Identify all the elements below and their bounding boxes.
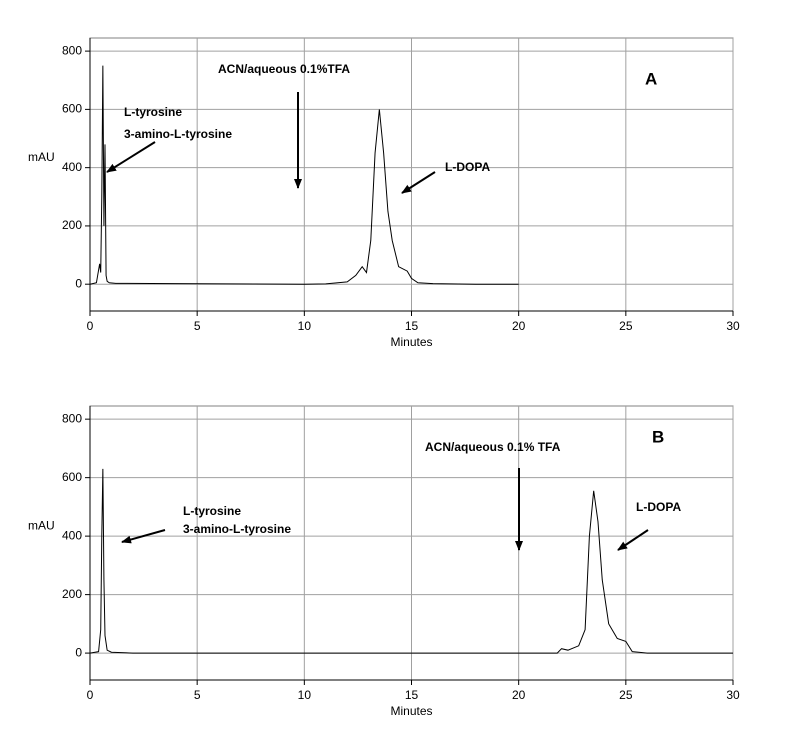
x-tick-label: 20 <box>512 319 526 333</box>
trace-line <box>89 468 733 654</box>
annotation: L-DOPA <box>636 500 681 514</box>
x-tick-label: 5 <box>194 688 201 702</box>
x-tick-label: 5 <box>194 319 201 333</box>
annotation: ACN/aqueous 0.1% TFA <box>425 440 561 454</box>
annotation: L-DOPA <box>445 160 490 174</box>
y-tick-label: 600 <box>62 470 82 484</box>
annotation: L-tyrosine <box>183 504 241 518</box>
x-tick-label: 25 <box>619 319 633 333</box>
annotation: 3-amino-L-tyrosine <box>183 522 291 536</box>
y-tick-label: 800 <box>62 411 82 425</box>
panel-label: B <box>652 427 664 446</box>
x-tick-label: 10 <box>298 688 312 702</box>
x-axis-label: Minutes <box>390 335 432 349</box>
x-tick-label: 0 <box>87 319 94 333</box>
y-tick-label: 400 <box>62 528 82 542</box>
x-tick-label: 30 <box>726 319 740 333</box>
y-tick-label: 0 <box>75 645 82 659</box>
y-axis-label: mAU <box>28 518 55 532</box>
annotation: 3-amino-L-tyrosine <box>124 127 232 141</box>
x-tick-label: 25 <box>619 688 633 702</box>
y-tick-label: 200 <box>62 218 82 232</box>
y-tick-label: 200 <box>62 587 82 601</box>
y-tick-label: 800 <box>62 43 82 57</box>
y-axis-label: mAU <box>28 150 55 164</box>
x-tick-label: 10 <box>298 319 312 333</box>
annotation: ACN/aqueous 0.1%TFA <box>218 62 350 76</box>
annotation-arrow <box>121 529 166 544</box>
x-tick-label: 0 <box>87 688 94 702</box>
y-tick-label: 600 <box>62 102 82 116</box>
annotation: L-tyrosine <box>124 105 182 119</box>
annotation-arrow <box>401 171 436 194</box>
x-tick-label: 20 <box>512 688 526 702</box>
panel-label: A <box>645 69 657 88</box>
annotation-arrow <box>106 141 156 173</box>
x-tick-label: 15 <box>405 319 419 333</box>
x-tick-label: 30 <box>726 688 740 702</box>
trace-line <box>89 65 519 285</box>
annotation-arrow <box>617 529 649 551</box>
x-axis-label: Minutes <box>390 704 432 718</box>
y-tick-label: 0 <box>75 276 82 290</box>
x-tick-label: 15 <box>405 688 419 702</box>
y-tick-label: 400 <box>62 160 82 174</box>
